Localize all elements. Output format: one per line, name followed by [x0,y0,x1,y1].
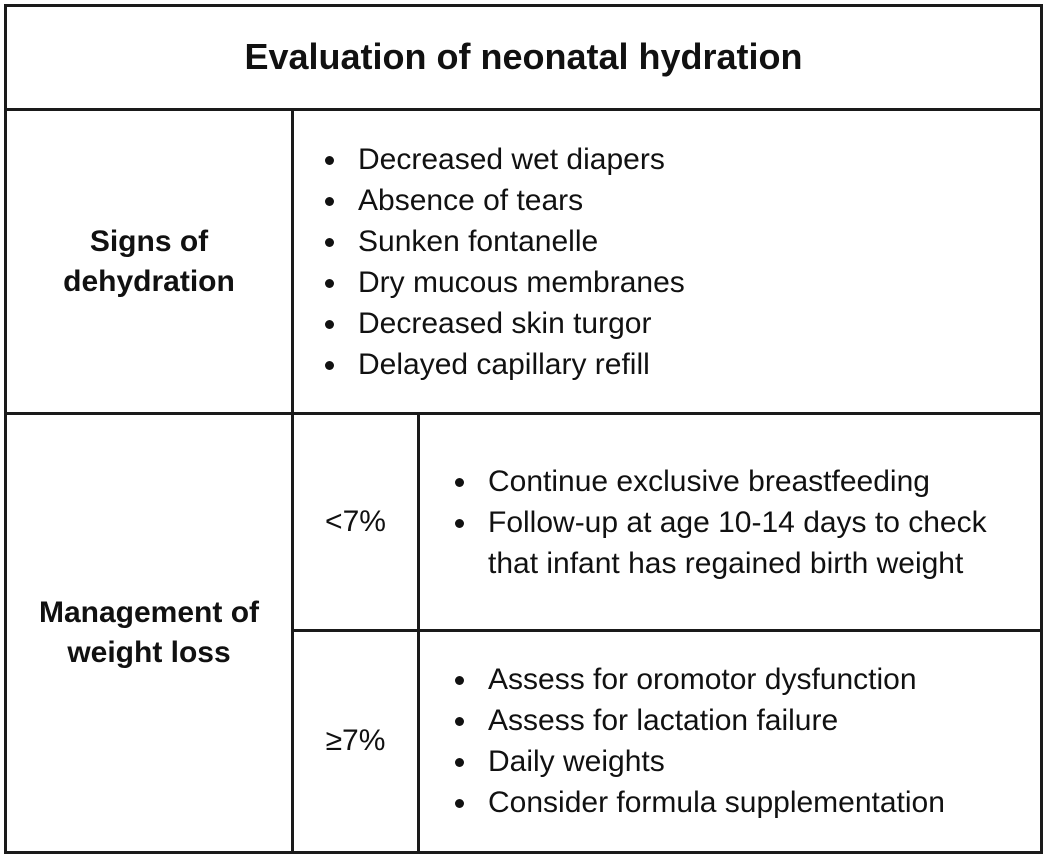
management-row-over: ≥7% Assess for oromotor dysfunction Asse… [6,628,1044,855]
hydration-table-grid: Evaluation of neonatal hydration Signs o… [3,4,1044,855]
list-item: Sunken fontanelle [324,221,1040,262]
list-item: Absence of tears [324,180,1040,221]
list-item: Delayed capillary refill [324,344,1040,385]
list-item: Decreased wet diapers [324,139,1040,180]
signs-heading: Signs of dehydration [4,107,294,416]
management-heading: Management of weight loss [4,412,294,854]
list-item: Dry mucous membranes [324,262,1040,303]
list-item: Follow-up at age 10-14 days to check tha… [454,502,1040,584]
signs-list: Decreased wet diapers Absence of tears S… [294,139,1040,385]
management-list-cell-over: Assess for oromotor dysfunction Assess f… [416,628,1044,855]
threshold-over: ≥7% [291,628,420,855]
threshold-under: <7% [291,412,420,632]
hydration-table: Evaluation of neonatal hydration Signs o… [3,4,1044,855]
list-item: Continue exclusive breastfeeding [454,461,1040,502]
management-list-cell-under: Continue exclusive breastfeeding Follow-… [416,412,1044,632]
list-item: Decreased skin turgor [324,303,1040,344]
list-item: Consider formula supplementation [454,782,1040,823]
table-title: Evaluation of neonatal hydration [3,4,1044,111]
list-item: Assess for lactation failure [454,700,1040,741]
management-row-under: Management of weight loss <7% Continue e… [4,412,1044,854]
signs-row: Signs of dehydration Decreased wet diape… [4,107,1044,416]
title-row: Evaluation of neonatal hydration [3,4,1044,111]
management-list-under: Continue exclusive breastfeeding Follow-… [420,461,1040,584]
list-item: Assess for oromotor dysfunction [454,659,1040,700]
signs-list-cell: Decreased wet diapers Absence of tears S… [290,107,1044,416]
management-list-over: Assess for oromotor dysfunction Assess f… [420,659,1040,823]
list-item: Daily weights [454,741,1040,782]
